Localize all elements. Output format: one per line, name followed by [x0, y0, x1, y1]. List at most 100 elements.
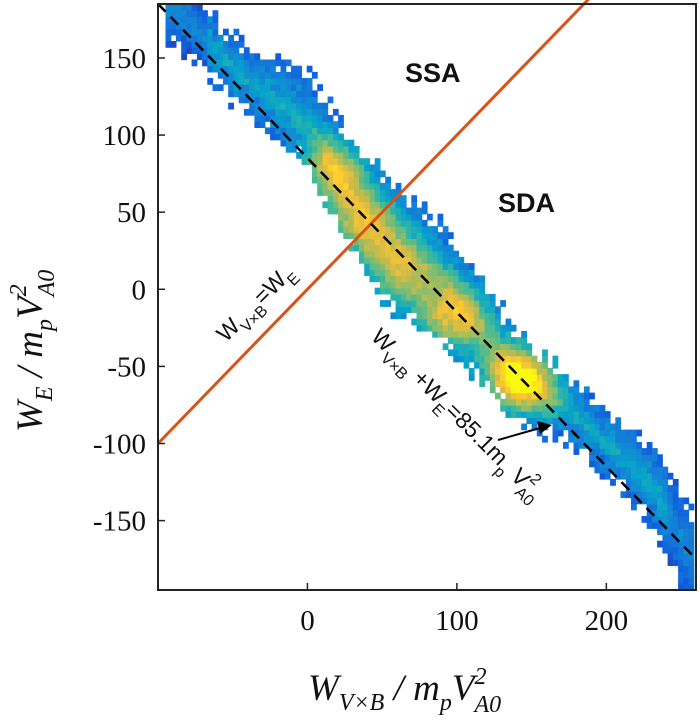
heat-cell [683, 528, 690, 536]
heat-cell [599, 417, 606, 425]
heat-cell [348, 152, 355, 159]
heat-cell [317, 133, 323, 141]
heat-cell [165, 41, 172, 48]
heat-cell [311, 108, 318, 116]
heat-cell [390, 312, 397, 320]
heat-cell [573, 435, 580, 443]
heat-cell [604, 442, 611, 449]
heat-cell [589, 442, 595, 449]
heat-cell [568, 417, 574, 425]
heat-cell [657, 516, 663, 523]
heat-cell [385, 263, 391, 270]
heat-cell [641, 491, 648, 499]
heat-cell [364, 219, 370, 227]
heat-cell [301, 96, 308, 104]
heat-cell [427, 213, 433, 221]
heat-cell [390, 263, 397, 270]
heat-cell [264, 96, 271, 104]
heat-cell [395, 213, 402, 221]
heat-cell [264, 65, 271, 73]
heat-cell [332, 139, 339, 147]
heat-cell [270, 127, 276, 135]
heat-cell [610, 442, 616, 449]
heat-cell [625, 491, 632, 499]
heat-cell [672, 540, 679, 548]
heat-cell [291, 65, 297, 73]
heat-cell [233, 78, 240, 85]
heat-cell [228, 84, 234, 91]
heat-cell [463, 312, 470, 320]
heat-cell [202, 28, 208, 36]
heat-cell [437, 232, 444, 239]
heat-cell [667, 534, 674, 542]
heat-cell [301, 115, 308, 122]
heat-cell [228, 34, 234, 42]
heat-cell [369, 275, 376, 283]
heat-cell [662, 466, 669, 474]
heat-cell [369, 238, 376, 246]
heat-cell [196, 34, 203, 42]
heat-cell [416, 300, 423, 307]
heat-cell [447, 244, 454, 252]
heat-cell [406, 244, 412, 252]
heat-cell [343, 145, 350, 153]
heat-cell [610, 429, 616, 437]
heat-cell [259, 102, 266, 110]
heat-cell [400, 213, 407, 221]
heat-cell [395, 182, 402, 190]
heat-cell [191, 41, 198, 48]
heat-cell [338, 226, 344, 233]
heat-cell [427, 256, 433, 264]
heat-cell [223, 59, 229, 67]
heat-cell [374, 287, 381, 295]
heat-cell [306, 90, 313, 98]
heat-cell [463, 355, 470, 363]
heat-cell [254, 71, 261, 79]
heat-cell [594, 448, 601, 455]
heat-cell [406, 300, 412, 307]
heat-cell [489, 349, 496, 357]
heat-cell [406, 238, 412, 246]
heat-cell [568, 411, 574, 418]
heat-cell [254, 108, 261, 116]
heat-cell [202, 34, 208, 42]
heat-cell [651, 472, 658, 480]
heat-cell [683, 571, 690, 579]
heat-cell [406, 287, 412, 295]
heat-cell [311, 71, 318, 79]
heat-cell [280, 84, 287, 91]
heat-cell [181, 53, 187, 61]
heat-cell [359, 182, 365, 190]
heat-cell [165, 22, 172, 30]
heat-cell [207, 22, 214, 30]
heat-cell [322, 164, 329, 172]
heat-cell [353, 244, 360, 252]
heat-cell [395, 238, 402, 246]
heat-cell [264, 59, 271, 67]
heat-cell [672, 546, 679, 554]
heat-cell [625, 460, 632, 468]
heat-cell [646, 460, 653, 468]
heat-cell [479, 380, 486, 388]
heat-cell [573, 423, 580, 431]
heat-cell [196, 16, 203, 24]
heat-cell [589, 423, 595, 431]
heat-cell [228, 102, 234, 110]
heat-cell [348, 164, 355, 172]
heat-cell [447, 287, 454, 295]
heat-cell [421, 232, 428, 239]
heat-cell [411, 293, 418, 301]
heat-cell [306, 65, 313, 73]
heat-cell [238, 41, 245, 48]
heat-cell [552, 417, 559, 425]
heat-cell [573, 380, 580, 388]
heat-cell [364, 213, 370, 221]
heat-cell [505, 343, 512, 351]
heat-cell [385, 213, 391, 221]
heat-cell [390, 201, 397, 209]
heat-cell [369, 201, 376, 209]
heat-cell [374, 219, 381, 227]
heat-cell [515, 355, 522, 363]
heat-cell [636, 460, 642, 468]
heat-cell [432, 281, 438, 289]
